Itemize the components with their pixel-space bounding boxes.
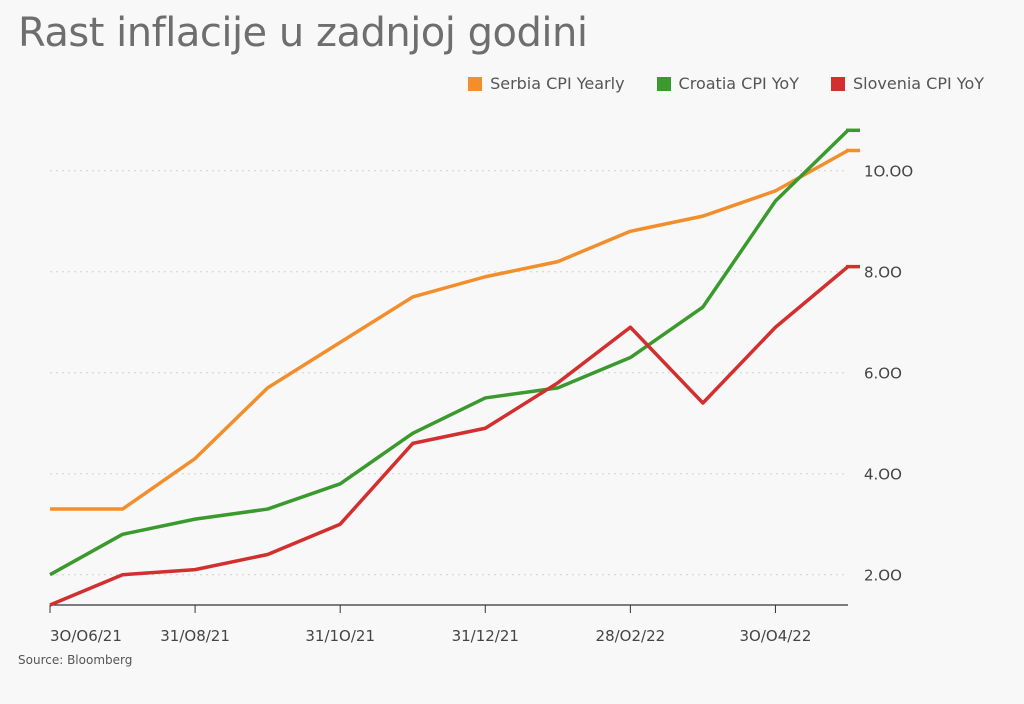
y-tick-label-3: 8.OO: [864, 264, 902, 282]
chart-title: Rast inflacije u zadnjoj godini: [18, 10, 588, 56]
legend-label-slovenia: Slovenia CPI YoY: [852, 74, 984, 93]
y-tick-label-4: 1O.OO: [864, 163, 913, 181]
legend-label-croatia: Croatia CPI YoY: [678, 74, 799, 93]
y-tick-label-1: 4.OO: [864, 466, 902, 484]
x-tick-label-1: 31/O8/21: [160, 627, 230, 645]
x-tick-label-0: 3O/O6/21: [50, 627, 122, 645]
y-tick-label-0: 2.OO: [864, 567, 902, 585]
legend-item-slovenia: Slovenia CPI YoY: [830, 74, 984, 93]
x-tick-label-5: 3O/O4/22: [740, 627, 812, 645]
legend-swatch-croatia: [656, 76, 671, 91]
legend-label-serbia: Serbia CPI Yearly: [490, 74, 625, 93]
legend-swatch-slovenia: [830, 76, 845, 91]
y-tick-label-2: 6.OO: [864, 365, 902, 383]
series-line-serbia: [50, 148, 849, 511]
source-note: Source: Bloomberg: [18, 653, 133, 667]
x-tick-label-2: 31/1O/21: [305, 627, 375, 645]
legend-swatch-serbia: [468, 76, 483, 91]
series-line-croatia: [49, 129, 850, 577]
series-line-slovenia: [49, 265, 850, 607]
x-tick-label-4: 28/O2/22: [596, 627, 666, 645]
legend: Serbia CPI Yearly Croatia CPI YoY Sloven…: [400, 74, 984, 93]
x-tick-label-3: 31/12/21: [452, 627, 519, 645]
legend-item-serbia: Serbia CPI Yearly: [468, 74, 625, 93]
legend-item-croatia: Croatia CPI YoY: [656, 74, 799, 93]
